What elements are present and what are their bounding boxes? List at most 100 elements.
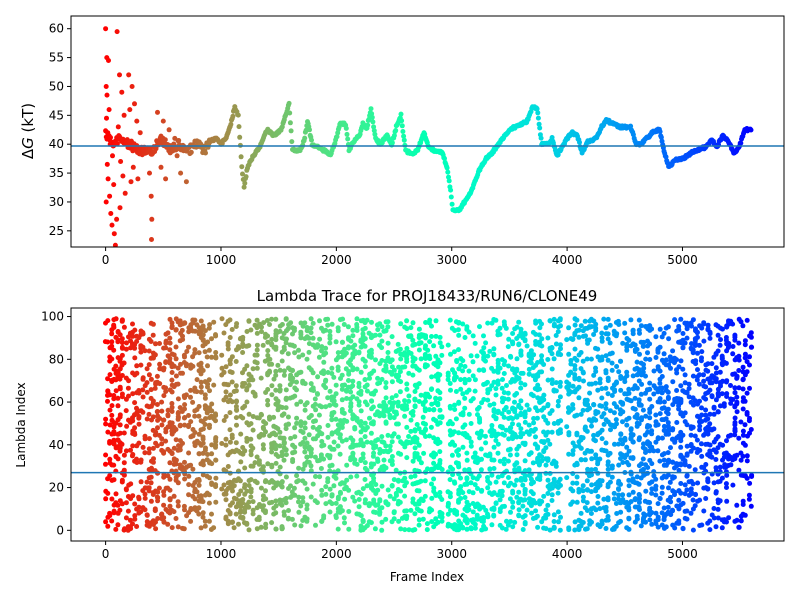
lambda-point xyxy=(678,490,684,496)
lambda-point xyxy=(344,477,350,483)
lambda-point xyxy=(535,387,540,393)
lambda-point xyxy=(659,452,665,458)
lambda-point xyxy=(603,325,609,331)
lambda-point xyxy=(564,475,570,481)
lambda-point xyxy=(182,354,187,360)
lambda-point xyxy=(377,413,383,419)
lambda-point xyxy=(607,408,613,414)
lambda-point xyxy=(300,440,306,445)
lambda-point xyxy=(437,340,443,346)
lambda-point xyxy=(495,474,501,480)
lambda-point xyxy=(576,334,582,340)
lambda-point xyxy=(389,462,395,467)
lambda-point xyxy=(545,437,551,443)
lambda-point xyxy=(701,320,707,326)
lambda-point xyxy=(136,335,142,341)
y-tick-label: 45 xyxy=(49,108,64,122)
lambda-point xyxy=(389,454,395,459)
lambda-point xyxy=(616,462,622,468)
lambda-point xyxy=(196,440,202,446)
lambda-point xyxy=(171,384,177,390)
lambda-point xyxy=(626,483,632,489)
lambda-point xyxy=(333,475,339,481)
dg-point xyxy=(203,150,208,156)
lambda-point xyxy=(734,502,740,508)
lambda-point xyxy=(732,334,738,340)
lambda-point xyxy=(389,379,395,385)
lambda-point xyxy=(190,354,196,360)
lambda-point xyxy=(530,352,536,358)
lambda-point xyxy=(130,443,136,449)
lambda-point xyxy=(638,391,644,397)
lambda-point xyxy=(663,357,669,363)
lambda-point xyxy=(186,492,192,498)
lambda-point xyxy=(227,392,233,398)
lambda-point xyxy=(497,458,503,464)
lambda-point xyxy=(666,431,671,437)
lambda-point xyxy=(234,407,239,412)
lambda-point xyxy=(626,505,632,511)
lambda-point xyxy=(136,494,142,500)
lambda-point xyxy=(684,472,690,478)
lambda-point xyxy=(555,509,561,515)
lambda-point xyxy=(630,373,636,379)
lambda-point xyxy=(516,467,522,473)
lambda-point xyxy=(747,333,753,339)
lambda-point xyxy=(551,525,557,531)
lambda-point xyxy=(115,510,121,516)
lambda-point xyxy=(747,385,752,391)
lambda-point xyxy=(202,518,208,524)
lambda-point xyxy=(481,351,486,357)
lambda-point xyxy=(213,332,218,338)
lambda-point xyxy=(555,398,561,404)
lambda-point xyxy=(379,519,385,525)
lambda-point xyxy=(395,403,401,409)
lambda-point xyxy=(223,436,229,442)
lambda-point xyxy=(233,383,239,389)
lambda-point xyxy=(697,415,703,421)
lambda-point xyxy=(377,380,383,386)
lambda-point xyxy=(477,435,483,441)
lambda-point xyxy=(458,411,464,417)
lambda-point xyxy=(472,388,478,394)
lambda-point xyxy=(144,519,150,525)
lambda-point xyxy=(169,404,175,410)
lambda-point xyxy=(121,527,127,533)
lambda-point xyxy=(329,462,335,468)
lambda-point xyxy=(153,341,158,347)
lambda-point xyxy=(261,503,266,509)
lambda-point xyxy=(464,324,470,330)
lambda-point xyxy=(626,386,632,392)
lambda-point xyxy=(670,488,676,494)
lambda-point xyxy=(335,526,341,532)
lambda-point xyxy=(229,448,235,454)
dg-point xyxy=(174,153,180,159)
lambda-point xyxy=(192,347,198,353)
lambda-point xyxy=(632,414,638,420)
dg-point xyxy=(235,112,241,118)
lambda-point xyxy=(196,350,202,356)
lambda-point xyxy=(715,332,721,338)
lambda-point xyxy=(416,326,422,332)
lambda-point xyxy=(161,367,167,373)
lambda-point xyxy=(368,370,374,376)
lambda-point xyxy=(545,484,551,489)
lambda-point xyxy=(279,412,285,418)
lambda-point xyxy=(684,335,690,341)
lambda-point xyxy=(526,407,532,413)
lambda-point xyxy=(123,486,129,492)
lambda-point xyxy=(566,372,572,378)
lambda-point xyxy=(599,338,605,344)
lambda-point xyxy=(427,356,433,362)
lambda-point xyxy=(547,318,553,324)
lambda-point xyxy=(624,499,630,505)
lambda-point xyxy=(107,407,113,413)
lambda-point xyxy=(231,495,237,501)
lambda-point xyxy=(574,474,580,480)
lambda-point xyxy=(292,444,298,450)
lambda-point xyxy=(321,359,327,365)
lambda-point xyxy=(749,472,755,478)
lambda-point xyxy=(500,377,505,382)
lambda-point xyxy=(229,327,235,332)
lambda-point xyxy=(608,427,613,433)
